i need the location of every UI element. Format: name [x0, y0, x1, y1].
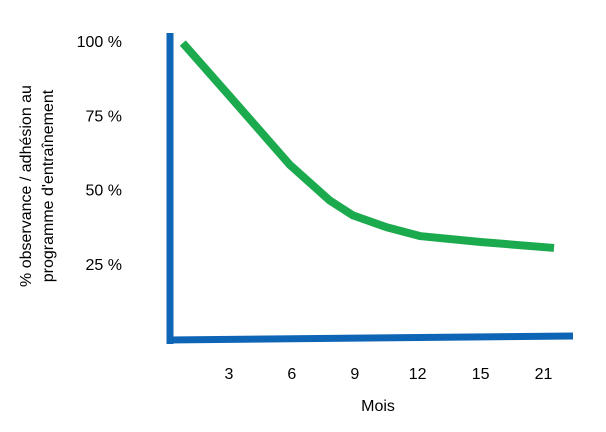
x-tick-label: 21 — [535, 366, 553, 383]
x-tick-label: 3 — [224, 366, 233, 383]
x-tick-label: 15 — [472, 366, 490, 383]
x-tick-label: 6 — [287, 366, 296, 383]
x-axis — [166, 332, 574, 344]
y-tick-label: 25 % — [86, 257, 122, 274]
y-tick-label: 50 % — [86, 183, 122, 200]
data-line — [179, 40, 555, 252]
y-axis-label: % observance / adhésion au programme d'e… — [18, 85, 57, 287]
x-tick-label: 9 — [350, 366, 359, 383]
x-axis-label: Mois — [361, 398, 395, 415]
y-axis-label-line: % observance / adhésion au — [18, 85, 35, 287]
y-axis-label-line: programme d'entraînement — [40, 89, 57, 282]
y-tick-label: 75 % — [86, 108, 122, 125]
y-tick-label: 100 % — [77, 34, 122, 51]
x-tick-label: 12 — [409, 366, 427, 383]
